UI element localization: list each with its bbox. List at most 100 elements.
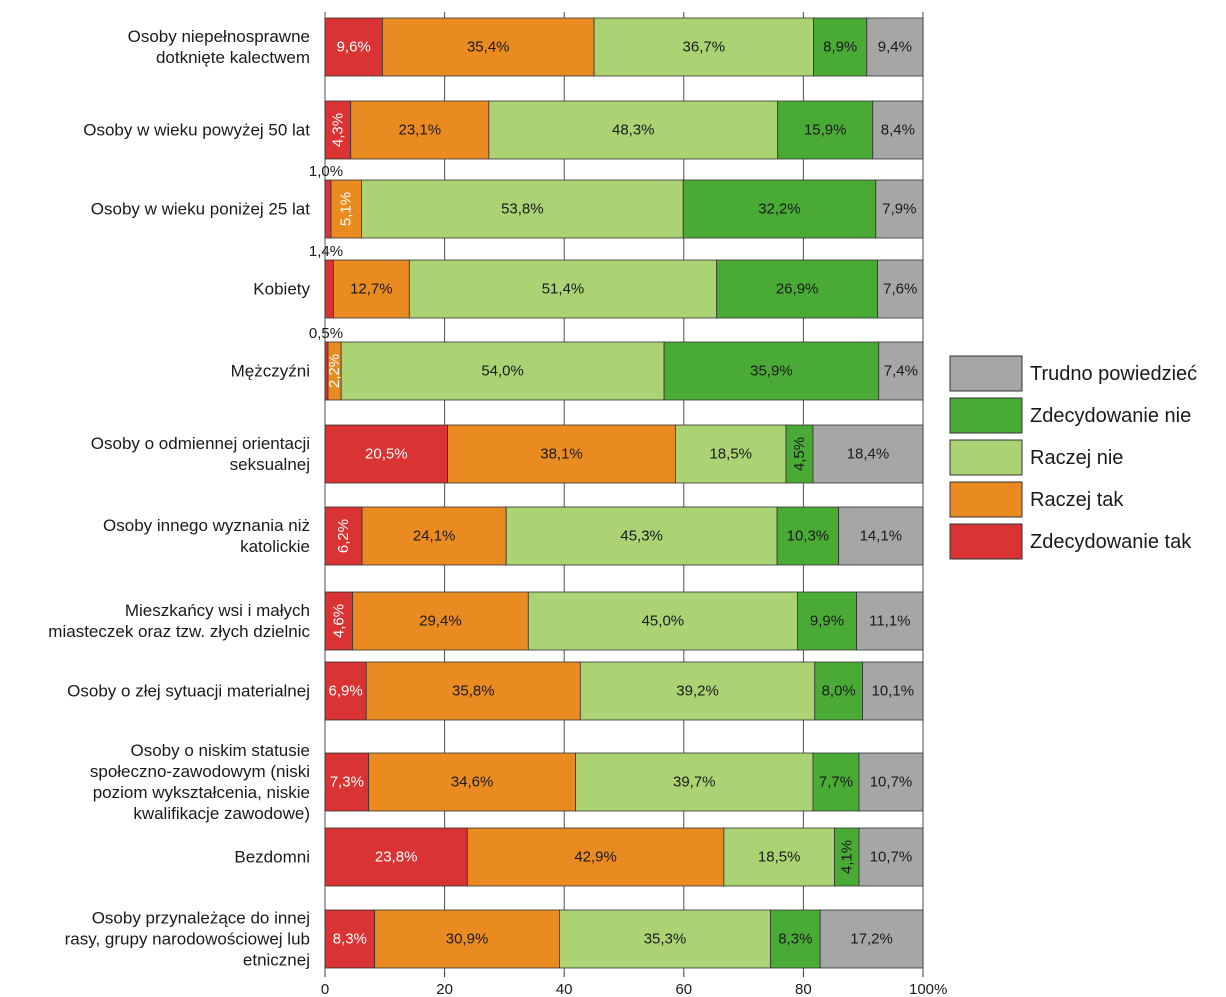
data-label: 24,1% [413, 528, 456, 545]
legend-item: Raczej nie [949, 439, 1123, 476]
x-tick-label: 100% [909, 981, 947, 997]
data-label: 7,4% [884, 363, 918, 380]
data-label: 9,4% [878, 39, 912, 56]
legend-swatch [949, 439, 1023, 476]
bar-segment [488, 100, 779, 160]
bar-segment [877, 259, 924, 319]
data-label: 36,7% [683, 39, 726, 56]
legend-item: Raczej tak [949, 481, 1124, 518]
bar-segment [324, 909, 376, 969]
data-label: 18,4% [847, 446, 890, 463]
bar-row: 1,4% 12,7% 51,4% 26,9% 7,6% [309, 243, 924, 319]
data-label: 39,7% [673, 774, 716, 791]
bar-segment [777, 100, 874, 160]
bar-segment [527, 591, 798, 651]
data-label: 10,3% [787, 528, 830, 545]
x-axis: 0 20 40 60 80 100% [321, 972, 947, 997]
bar-segment [858, 827, 924, 887]
data-label: 51,4% [542, 281, 585, 298]
data-label: 7,6% [883, 281, 917, 298]
bar-segment [466, 827, 725, 887]
bar-segment [813, 17, 868, 77]
bar-segment [559, 909, 771, 969]
data-label: 12,7% [350, 281, 393, 298]
bar-segment [838, 506, 924, 566]
data-label: 4,1% [838, 840, 855, 874]
bar-segment [675, 424, 787, 484]
category-label: Osoby w wieku powyżej 50 lat [83, 121, 310, 140]
data-label: 32,2% [758, 201, 801, 218]
data-label: 4,3% [329, 113, 346, 147]
legend-item: Zdecydowanie nie [949, 397, 1191, 434]
category-label: Osoby o niskim statusie społeczno-zawodow… [90, 741, 310, 823]
bar-segment [368, 752, 576, 812]
bar-segment [856, 591, 924, 651]
bar-segment [716, 259, 878, 319]
data-label: 4,6% [330, 604, 347, 638]
data-label: 7,9% [882, 201, 916, 218]
data-label: 1,4% [309, 243, 343, 260]
bar-segment [785, 424, 814, 484]
data-label: 30,9% [446, 931, 489, 948]
data-label: 48,3% [612, 122, 655, 139]
bar-segment [723, 827, 835, 887]
legend-swatch [949, 355, 1023, 392]
bar-segment [350, 100, 490, 160]
data-label: 8,4% [881, 122, 915, 139]
data-label: 54,0% [481, 363, 524, 380]
category-label: Bezdomni [234, 848, 310, 867]
bar-segment [834, 827, 860, 887]
bar-segment [875, 179, 924, 239]
bar-segment [324, 259, 334, 319]
legend-swatch [949, 481, 1023, 518]
category-label: Osoby w wieku poniżej 25 lat [91, 200, 311, 219]
x-tick-label: 20 [436, 981, 453, 997]
bar-row: 0,5% 2,2% 54,0% 35,9% 7,4% [309, 325, 924, 401]
data-label: 18,5% [709, 446, 752, 463]
bar-segment [352, 591, 529, 651]
x-tick-label: 60 [675, 981, 692, 997]
category-label: Osoby innego wyznania niż katolickie [103, 516, 310, 556]
category-label: Kobiety [253, 280, 310, 299]
data-label: 29,4% [419, 613, 462, 630]
x-tick-label: 80 [795, 981, 812, 997]
legend-item: Zdecydowanie tak [949, 523, 1192, 560]
legend: Trudno powiedzieć Zdecydowanie nie Raczej … [949, 355, 1197, 560]
data-label: 42,9% [574, 849, 617, 866]
bar-segment [365, 661, 581, 721]
data-label: 7,7% [819, 774, 853, 791]
bar-segment [361, 506, 507, 566]
bar-segment [770, 909, 821, 969]
legend-swatch [949, 397, 1023, 434]
data-label: 17,2% [850, 931, 893, 948]
data-label: 45,3% [620, 528, 663, 545]
bar-segment [866, 17, 924, 77]
data-label: 34,6% [451, 774, 494, 791]
bar-segment [663, 341, 880, 401]
data-label: 11,1% [869, 613, 910, 630]
category-label: Osoby przynależące do innej rasy, grupy n… [65, 909, 310, 970]
data-label: 18,5% [758, 849, 801, 866]
legend-label: Trudno powiedzieć [1030, 363, 1197, 385]
legend-label: Raczej nie [1030, 447, 1123, 469]
data-label: 35,3% [644, 931, 687, 948]
bar-segment [819, 909, 924, 969]
bar-segment [340, 341, 665, 401]
bar-segment [324, 179, 332, 239]
bar-segment [858, 752, 924, 812]
data-label: 6,9% [329, 683, 363, 700]
bar-segment [374, 909, 560, 969]
bar-segment [575, 752, 814, 812]
data-label: 8,9% [823, 39, 857, 56]
category-label: Mężczyźni [231, 362, 310, 381]
bar-row: 4,6% 29,4% 45,0% 9,9% 11,1% [324, 591, 924, 651]
bar-segment [682, 179, 877, 239]
category-label: Osoby niepełnosprawne dotknięte kalectwem [128, 27, 310, 67]
data-label: 35,8% [452, 683, 495, 700]
x-tick-label: 0 [321, 981, 329, 997]
category-label: Osoby o odmiennej orientacji seksualnej [91, 434, 310, 474]
data-label: 2,2% [326, 354, 343, 388]
legend-label: Zdecydowanie nie [1030, 405, 1191, 427]
bar-segment [862, 661, 924, 721]
legend-item: Trudno powiedzieć [949, 355, 1197, 392]
